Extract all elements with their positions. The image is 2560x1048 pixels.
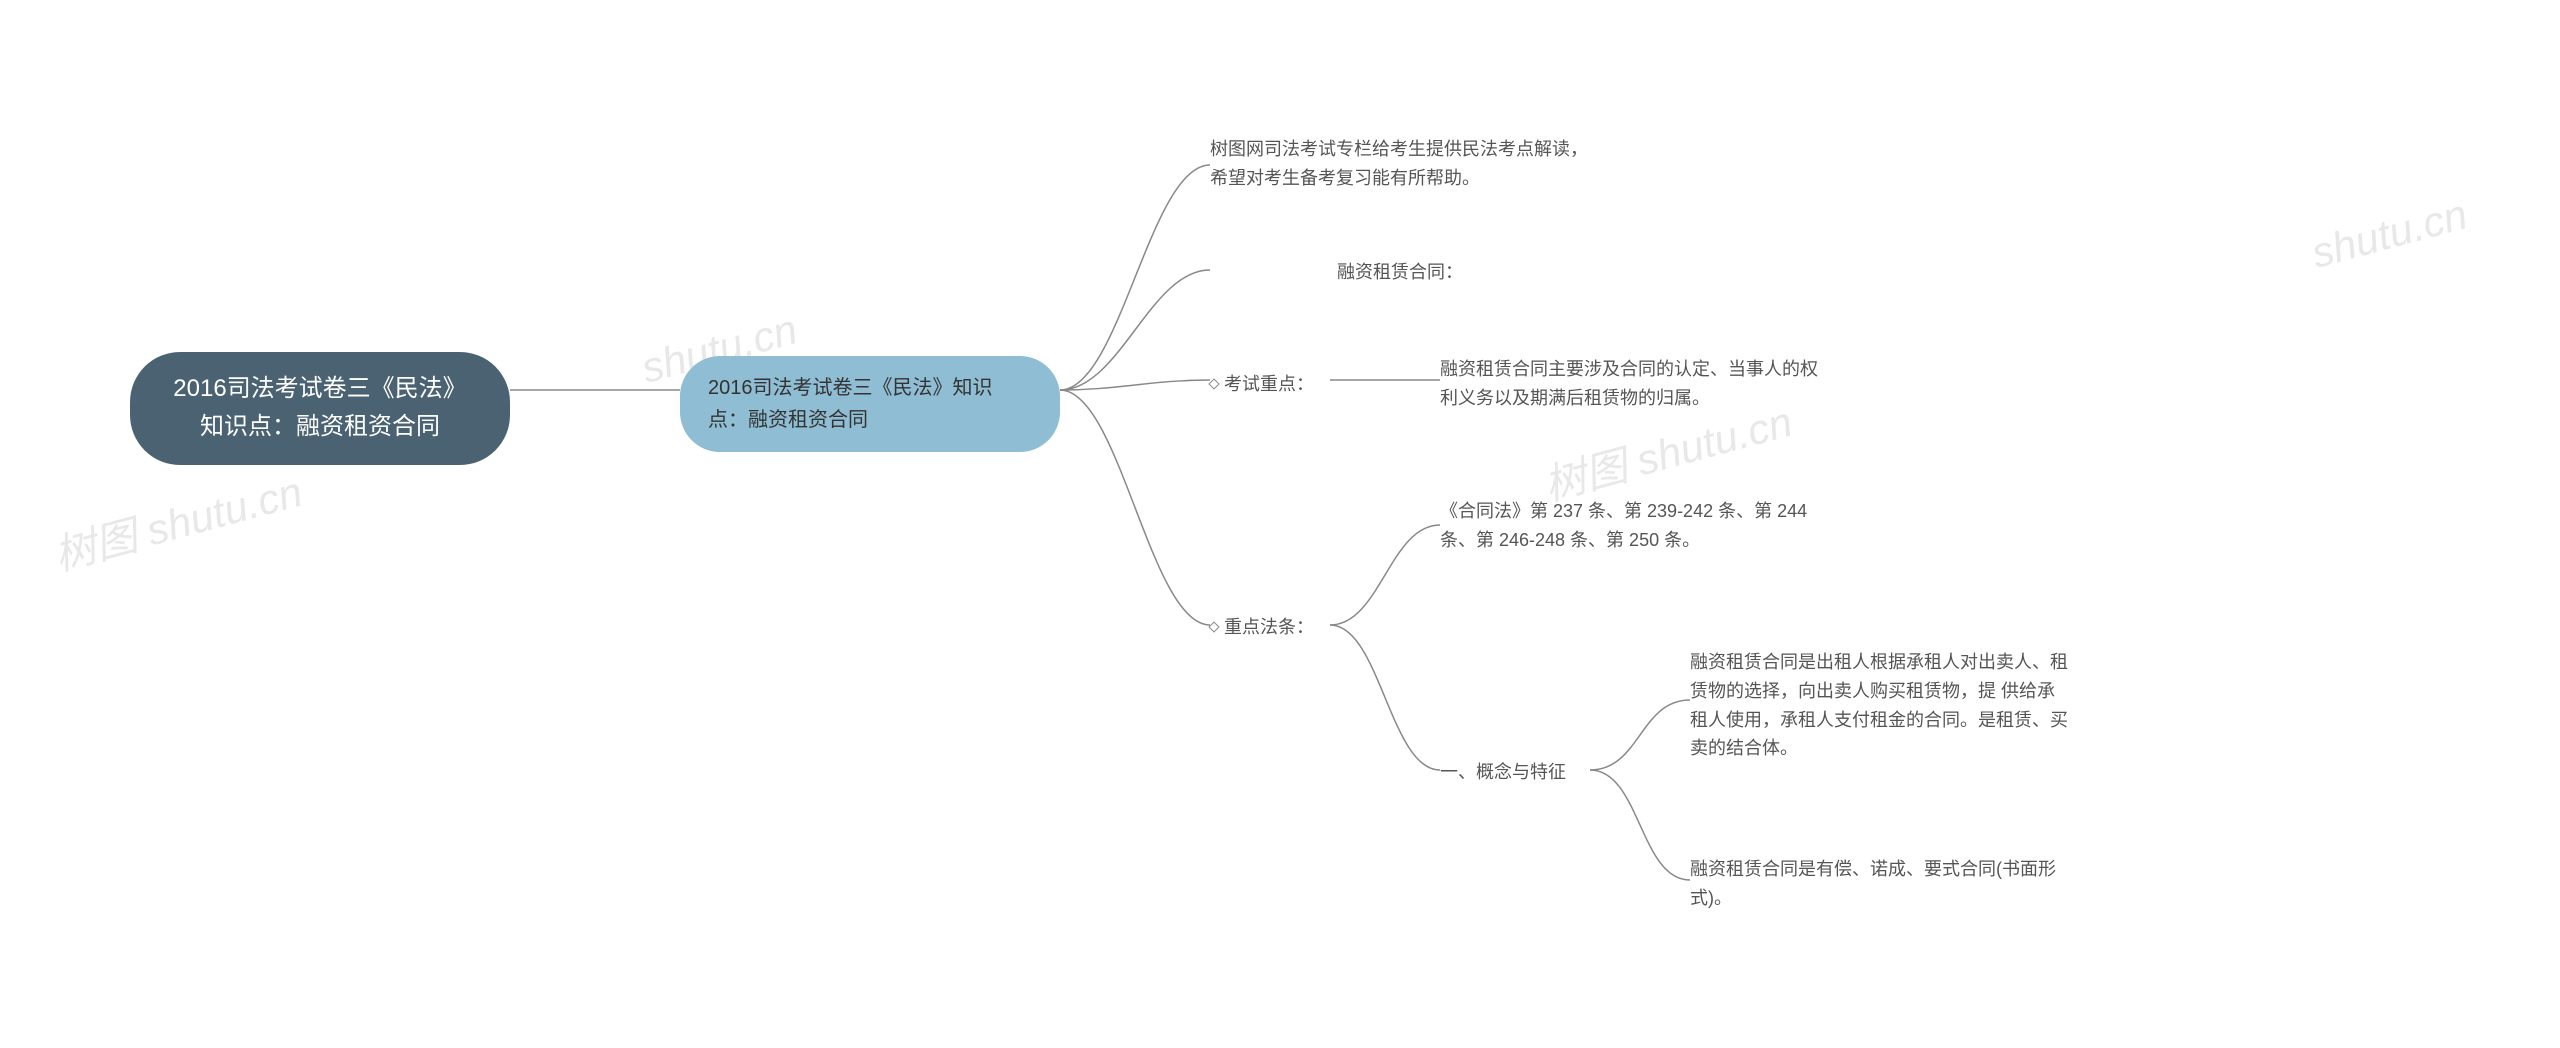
branch-concept-label[interactable]: 一、概念与特征: [1440, 758, 1566, 787]
leaf-intro-text: 树图网司法考试专栏给考生提供民法考点解读，希望对考生备考复习能有所帮助。: [1210, 135, 1590, 193]
leaf-concept-type-text: 融资租赁合同是有偿、诺成、要式合同(书面形式)。: [1690, 855, 2070, 913]
leaf-contract-title-text: 融资租赁合同：: [1337, 258, 1463, 287]
leaf-articles-list-text: 《合同法》第 237 条、第 239-242 条、第 244 条、第 246-2…: [1440, 497, 1820, 555]
leaf-concept-def-text: 融资租赁合同是出租人根据承租人对出卖人、租赁物的选择，向出卖人购买租赁物，提 供…: [1690, 648, 2070, 763]
leaf-exam-focus-text: 融资租赁合同主要涉及合同的认定、当事人的权利义务以及期满后租赁物的归属。: [1440, 355, 1820, 413]
diamond-icon: [1208, 379, 1219, 390]
root-node[interactable]: 2016司法考试卷三《民法》知识点：融资租资合同: [130, 352, 510, 465]
leaf-exam-focus[interactable]: 融资租赁合同主要涉及合同的认定、当事人的权利义务以及期满后租赁物的归属。: [1440, 355, 1820, 413]
branch-exam-focus-text: 考试重点：: [1224, 370, 1314, 399]
branch-concept-text: 一、概念与特征: [1440, 758, 1566, 787]
leaf-contract-title[interactable]: 融资租赁合同：: [1210, 258, 1590, 287]
branch-key-articles-text: 重点法条：: [1224, 613, 1314, 642]
leaf-articles-list[interactable]: 《合同法》第 237 条、第 239-242 条、第 244 条、第 246-2…: [1440, 497, 1820, 555]
root-text: 2016司法考试卷三《民法》知识点：融资租资合同: [162, 370, 478, 447]
level1-node[interactable]: 2016司法考试卷三《民法》知识点：融资租资合同: [680, 356, 1060, 452]
leaf-concept-type[interactable]: 融资租赁合同是有偿、诺成、要式合同(书面形式)。: [1690, 855, 2070, 913]
branch-exam-focus-label[interactable]: 考试重点：: [1210, 370, 1314, 399]
leaf-concept-def[interactable]: 融资租赁合同是出租人根据承租人对出卖人、租赁物的选择，向出卖人购买租赁物，提 供…: [1690, 648, 2070, 763]
branch-key-articles-label[interactable]: 重点法条：: [1210, 613, 1314, 642]
level1-text: 2016司法考试卷三《民法》知识点：融资租资合同: [708, 372, 1032, 436]
leaf-intro[interactable]: 树图网司法考试专栏给考生提供民法考点解读，希望对考生备考复习能有所帮助。: [1210, 135, 1590, 193]
diamond-icon: [1208, 622, 1219, 633]
